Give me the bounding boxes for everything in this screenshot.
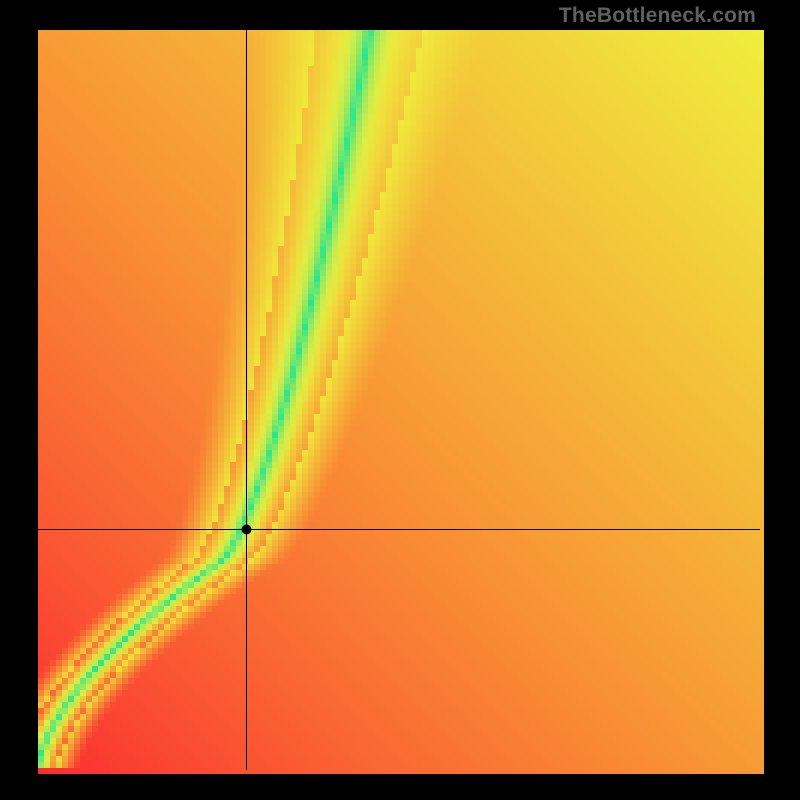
chart-container: TheBottleneck.com [0, 0, 800, 800]
heatmap-canvas [0, 0, 800, 800]
watermark-text: TheBottleneck.com [559, 4, 756, 28]
